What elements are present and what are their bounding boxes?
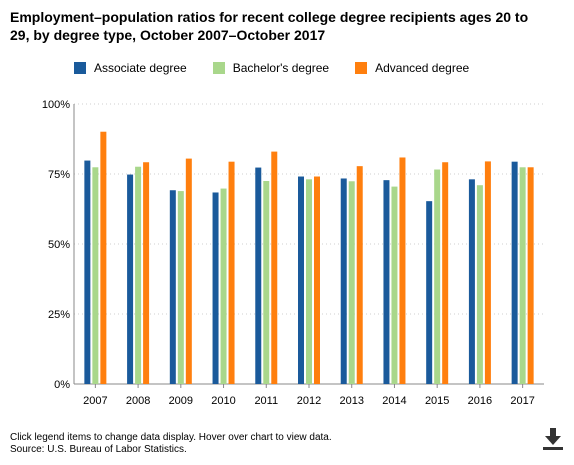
x-tick-label: 2007	[83, 395, 107, 407]
bar-chart[interactable]: 0% 25% 50% 75% 100% 2007 2008 2009 2010 2011 2012 2…	[0, 0, 574, 425]
bar[interactable]	[169, 190, 176, 384]
bar[interactable]	[298, 176, 304, 384]
legend: Associate degree Bachelor's degree Advan…	[74, 61, 495, 75]
download-icon[interactable]	[541, 426, 565, 452]
bar[interactable]	[426, 201, 433, 384]
bar[interactable]	[263, 181, 270, 384]
bar[interactable]	[185, 158, 192, 384]
x-tick-label: 2011	[254, 395, 278, 407]
bar[interactable]	[511, 161, 518, 384]
x-tick-label: 2012	[297, 395, 321, 407]
y-tick-label: 0%	[54, 379, 70, 391]
legend-swatch-bachelors	[212, 62, 225, 74]
bar[interactable]	[468, 179, 475, 384]
bar[interactable]	[340, 178, 347, 384]
bar[interactable]	[143, 162, 150, 384]
bar[interactable]	[177, 191, 184, 384]
x-tick-label: 2008	[126, 395, 150, 407]
bar[interactable]	[100, 131, 107, 384]
x-tick-label: 2010	[211, 395, 235, 407]
y-tick-label: 75%	[48, 169, 70, 181]
legend-swatch-advanced	[355, 62, 368, 74]
bar[interactable]	[476, 185, 483, 384]
bar[interactable]	[484, 161, 491, 384]
bar[interactable]	[220, 188, 227, 384]
legend-label-associate: Associate degree	[94, 61, 187, 75]
y-tick-label: 25%	[48, 309, 70, 321]
bar[interactable]	[92, 167, 99, 384]
bar[interactable]	[391, 186, 398, 384]
x-tick-label: 2017	[510, 395, 534, 407]
chart-title: Employment–population ratios for recent …	[10, 9, 529, 43]
source-note: Source: U.S. Bureau of Labor Statistics.	[10, 444, 187, 455]
legend-label-bachelors: Bachelor's degree	[232, 61, 330, 75]
y-tick-label: 100%	[42, 99, 70, 111]
legend-item-associate[interactable]: Associate degree	[74, 61, 187, 75]
bar[interactable]	[527, 167, 534, 384]
x-tick-label: 2013	[339, 395, 363, 407]
bar[interactable]	[442, 162, 449, 384]
legend-item-advanced[interactable]: Advanced degree	[355, 61, 469, 75]
bar[interactable]	[314, 176, 320, 384]
bar[interactable]	[348, 181, 355, 384]
bar[interactable]	[519, 167, 526, 384]
bar[interactable]	[399, 157, 406, 384]
footer-note: Click legend items to change data displa…	[10, 432, 332, 443]
legend-item-bachelors[interactable]: Bachelor's degree	[212, 61, 330, 75]
x-tick-label: 2015	[425, 395, 449, 407]
x-tick-label: 2009	[169, 395, 193, 407]
footer: Click legend items to change data displa…	[10, 432, 332, 456]
bar[interactable]	[255, 167, 262, 384]
bar[interactable]	[271, 151, 278, 384]
bar[interactable]	[383, 180, 390, 384]
bar[interactable]	[127, 174, 134, 384]
legend-swatch-associate	[74, 62, 86, 74]
bar[interactable]	[356, 166, 363, 384]
legend-label-advanced: Advanced degree	[375, 61, 470, 75]
bar[interactable]	[135, 166, 142, 384]
bar[interactable]	[306, 179, 312, 384]
bar[interactable]	[212, 192, 219, 384]
bar[interactable]	[434, 169, 441, 384]
bar[interactable]	[84, 160, 91, 384]
x-tick-label: 2014	[382, 395, 406, 407]
bar[interactable]	[228, 161, 235, 384]
x-tick-label: 2016	[468, 395, 492, 407]
y-tick-label: 50%	[48, 239, 70, 251]
